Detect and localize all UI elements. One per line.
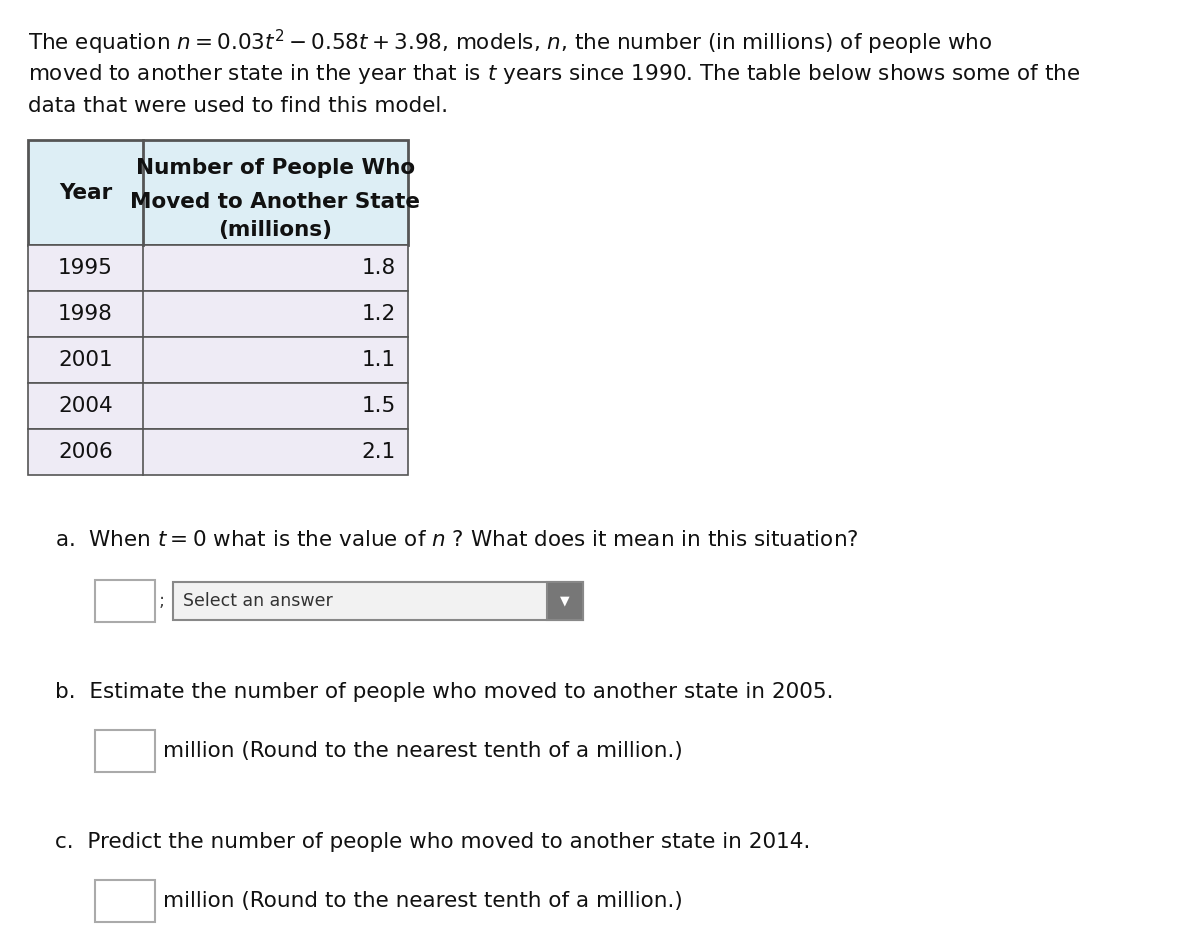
Text: Select an answer: Select an answer (182, 592, 332, 610)
Text: b.  Estimate the number of people who moved to another state in 2005.: b. Estimate the number of people who mov… (55, 682, 834, 702)
Bar (95, 730, 155, 772)
Text: moved to another state in the year that is $t$ years since 1990. The table below: moved to another state in the year that … (28, 62, 1080, 86)
Text: Year: Year (59, 183, 112, 203)
Text: The equation $n = 0.03t^2 - 0.58t + 3.98$, models, $n$, the number (in millions): The equation $n = 0.03t^2 - 0.58t + 3.98… (28, 28, 992, 57)
Bar (28, 429, 408, 475)
Text: 1.5: 1.5 (361, 396, 396, 416)
Text: 1995: 1995 (58, 258, 113, 278)
Text: 1.8: 1.8 (361, 258, 396, 278)
Bar (28, 291, 408, 337)
Text: million (Round to the nearest tenth of a million.): million (Round to the nearest tenth of a… (163, 741, 683, 761)
Text: 1.1: 1.1 (362, 350, 396, 370)
Text: 2001: 2001 (58, 350, 113, 370)
Bar (28, 337, 408, 383)
Text: ▼: ▼ (560, 595, 570, 607)
Text: 2006: 2006 (58, 442, 113, 462)
Bar (547, 582, 583, 620)
Bar (95, 580, 155, 622)
Text: c.  Predict the number of people who moved to another state in 2014.: c. Predict the number of people who move… (55, 832, 810, 852)
Text: 1.2: 1.2 (361, 304, 396, 324)
Bar (28, 383, 408, 429)
Bar (28, 140, 408, 245)
Text: Number of People Who: Number of People Who (136, 158, 415, 178)
Text: Moved to Another State: Moved to Another State (131, 192, 420, 212)
Text: 2.1: 2.1 (361, 442, 396, 462)
Text: 2004: 2004 (58, 396, 113, 416)
Text: 1998: 1998 (58, 304, 113, 324)
Text: million (Round to the nearest tenth of a million.): million (Round to the nearest tenth of a… (163, 891, 683, 911)
Bar (95, 880, 155, 922)
Text: (millions): (millions) (218, 220, 332, 240)
Text: data that were used to find this model.: data that were used to find this model. (28, 96, 448, 116)
Text: ;: ; (158, 592, 166, 610)
Bar (28, 245, 408, 291)
Text: a.  When $t = 0$ what is the value of $n$ ? What does it mean in this situation?: a. When $t = 0$ what is the value of $n$… (55, 530, 858, 550)
Bar (173, 582, 583, 620)
